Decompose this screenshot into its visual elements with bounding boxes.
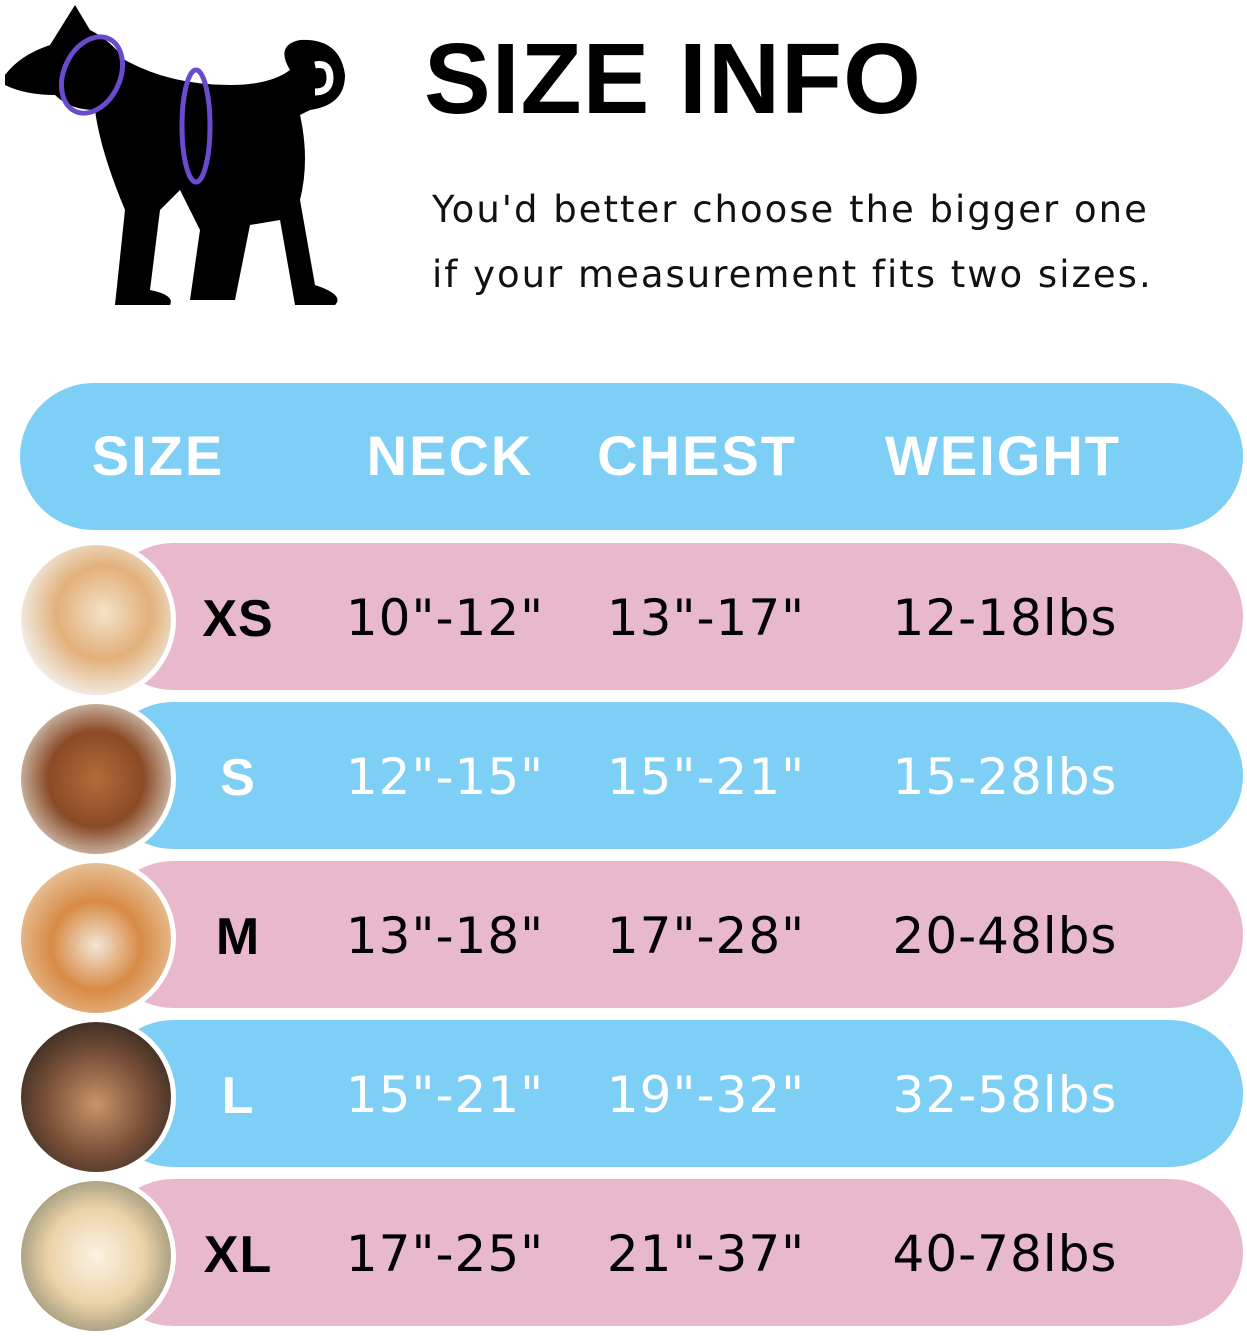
column-header-size: SIZE bbox=[91, 424, 225, 487]
dog-photo bbox=[16, 540, 176, 700]
weight-value: 12-18lbs bbox=[892, 589, 1118, 647]
neck-value: 17"-25" bbox=[345, 1225, 545, 1283]
chest-value: 19"-32" bbox=[606, 1066, 806, 1124]
dog-photo bbox=[16, 699, 176, 859]
row-background bbox=[100, 543, 1243, 690]
neck-value: 10"-12" bbox=[345, 589, 545, 647]
neck-value: 13"-18" bbox=[345, 907, 545, 965]
dog-photo bbox=[16, 1017, 176, 1177]
weight-value: 20-48lbs bbox=[892, 907, 1118, 965]
neck-value: 12"-15" bbox=[345, 748, 545, 806]
table-row: S 12"-15" 15"-21" 15-28lbs bbox=[0, 699, 1247, 859]
weight-value: 32-58lbs bbox=[892, 1066, 1118, 1124]
weight-value: 15-28lbs bbox=[892, 748, 1118, 806]
column-header-weight: WEIGHT bbox=[885, 424, 1121, 487]
subtitle-line-2: if your measurement fits two sizes. bbox=[432, 253, 1153, 296]
weight-value: 40-78lbs bbox=[892, 1225, 1118, 1283]
table-row: M 13"-18" 17"-28" 20-48lbs bbox=[0, 858, 1247, 1018]
dog-silhouette-icon bbox=[5, 5, 345, 305]
row-background bbox=[100, 1020, 1243, 1167]
row-background bbox=[100, 702, 1243, 849]
table-row: L 15"-21" 19"-32" 32-58lbs bbox=[0, 1017, 1247, 1177]
table-row: XS 10"-12" 13"-17" 12-18lbs bbox=[0, 540, 1247, 700]
neck-value: 15"-21" bbox=[345, 1066, 545, 1124]
column-header-neck: NECK bbox=[366, 424, 534, 487]
size-label: S bbox=[220, 749, 256, 807]
page-title: SIZE INFO bbox=[424, 23, 922, 135]
chest-value: 13"-17" bbox=[606, 589, 806, 647]
table-row: XL 17"-25" 21"-37" 40-78lbs bbox=[0, 1176, 1247, 1336]
row-background bbox=[100, 1179, 1243, 1326]
column-header-chest: CHEST bbox=[597, 424, 797, 487]
chest-value: 15"-21" bbox=[606, 748, 806, 806]
size-label: XL bbox=[203, 1226, 273, 1284]
size-label: L bbox=[221, 1067, 255, 1125]
row-background bbox=[100, 861, 1243, 1008]
chest-value: 17"-28" bbox=[606, 907, 806, 965]
subtitle-line-1: You'd better choose the bigger one bbox=[432, 188, 1149, 231]
size-label: M bbox=[215, 908, 261, 966]
table-header: SIZE NECK CHEST WEIGHT bbox=[20, 383, 1243, 530]
size-label: XS bbox=[202, 590, 274, 648]
dog-photo bbox=[16, 1176, 176, 1336]
chest-value: 21"-37" bbox=[606, 1225, 806, 1283]
dog-photo bbox=[16, 858, 176, 1018]
